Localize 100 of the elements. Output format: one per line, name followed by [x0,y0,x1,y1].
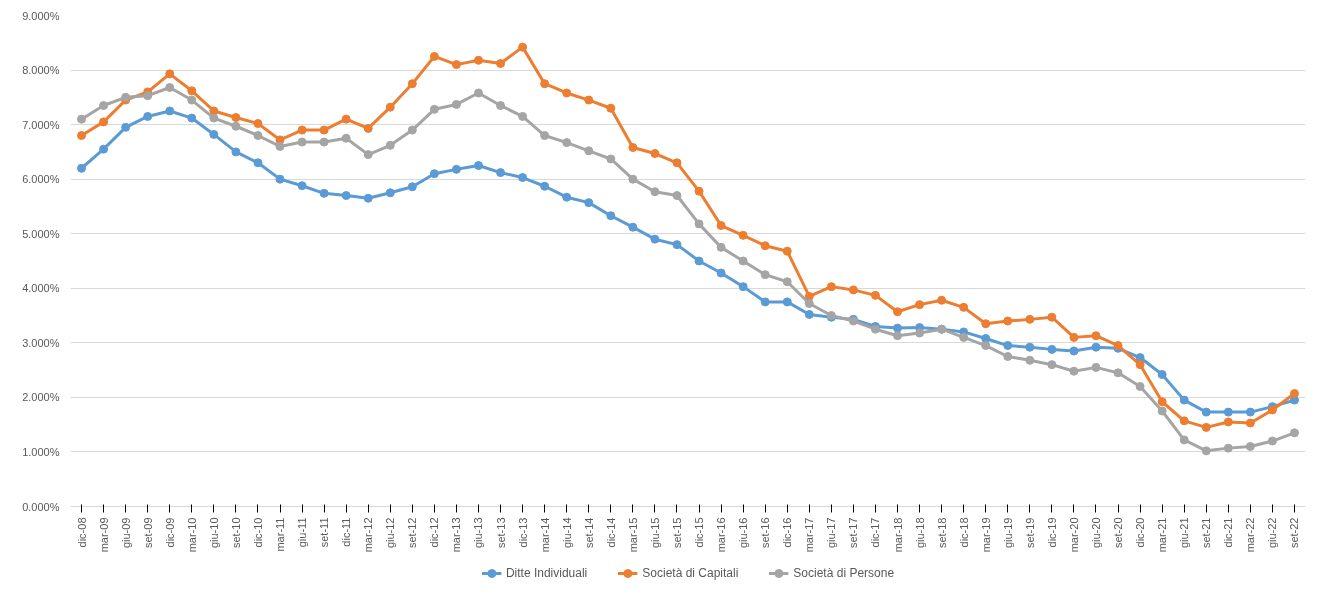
point [451,164,461,174]
x-tick-label: set-17 [847,517,860,549]
legend-label: Società di Capitali [642,565,739,580]
point [1135,360,1145,370]
point [518,173,528,183]
point [231,147,241,157]
point [1025,355,1035,365]
point [275,174,285,184]
point [209,106,219,116]
point [363,150,373,160]
point [562,138,572,148]
point [165,106,175,116]
point [760,297,770,307]
point [451,60,461,70]
point [628,143,638,153]
point [1113,368,1123,378]
point [959,332,969,342]
point [99,101,109,111]
x-tick-label: mar-12 [362,517,375,553]
point [496,59,506,68]
x-tick-label: mar-19 [979,517,992,553]
point [540,79,550,89]
point [981,341,991,351]
x-tick-label: set-18 [935,517,948,549]
point [1289,428,1299,438]
point [143,91,153,101]
point [496,168,506,178]
x-tick-label: dic-11 [340,517,353,547]
x-tick-label: mar-10 [185,517,198,553]
point [738,230,748,240]
point [606,103,616,113]
point [628,174,638,184]
point [694,219,704,229]
point [231,113,241,123]
point [319,125,329,135]
x-tick-label: set-10 [229,517,242,549]
point [407,182,417,192]
point [187,86,197,96]
point [1157,406,1167,416]
point [1003,351,1013,361]
x-tick-label: giu-16 [737,517,750,549]
point [981,319,991,329]
point [496,101,506,111]
y-tick-label: 3.000% [22,336,60,349]
point [1135,381,1145,391]
point [584,146,594,156]
y-tick-label: 0.000% [22,500,60,513]
point [1179,395,1189,405]
point [782,246,792,256]
point [429,169,439,179]
point [562,88,572,98]
x-tick-label: set-14 [582,517,595,549]
x-tick-label: dic-16 [781,517,794,548]
point [893,307,903,317]
point [429,104,439,114]
point [429,51,439,61]
point [1245,418,1255,428]
point [606,211,616,221]
point [672,191,682,201]
point [716,242,726,252]
point [915,300,925,310]
y-tick-label: 1.000% [22,445,60,458]
point [738,282,748,292]
point [672,240,682,250]
x-tick-label: set-12 [406,517,419,549]
point [584,198,594,208]
x-tick-label: mar-16 [715,517,728,553]
point [1091,342,1101,352]
point [628,222,638,232]
x-tick-label: dic-18 [957,517,970,548]
y-tick-label: 7.000% [22,118,60,131]
point [694,186,704,196]
point [1289,389,1299,399]
x-tick-label: mar-15 [626,517,639,553]
x-tick-label: set-21 [1200,517,1213,549]
x-tick-label: mar-20 [1067,517,1080,553]
point [473,161,483,171]
point [143,111,153,121]
x-tick-label: giu-15 [648,517,661,549]
point [341,191,351,201]
point [187,113,197,123]
point [1069,332,1079,342]
x-tick-label: set-13 [494,517,507,549]
point [385,102,395,112]
point [716,268,726,278]
point [606,154,616,164]
point [782,277,792,287]
point [1267,436,1277,446]
x-tick-label: dic-14 [604,517,617,548]
point [209,129,219,139]
point [385,188,395,198]
point [121,122,131,132]
point [870,290,880,300]
point [694,256,704,266]
point [1025,342,1035,352]
point [760,241,770,251]
point [915,328,925,338]
point [1069,366,1079,376]
x-tick-label: set-16 [759,517,772,549]
x-tick-label: mar-21 [1156,517,1169,553]
